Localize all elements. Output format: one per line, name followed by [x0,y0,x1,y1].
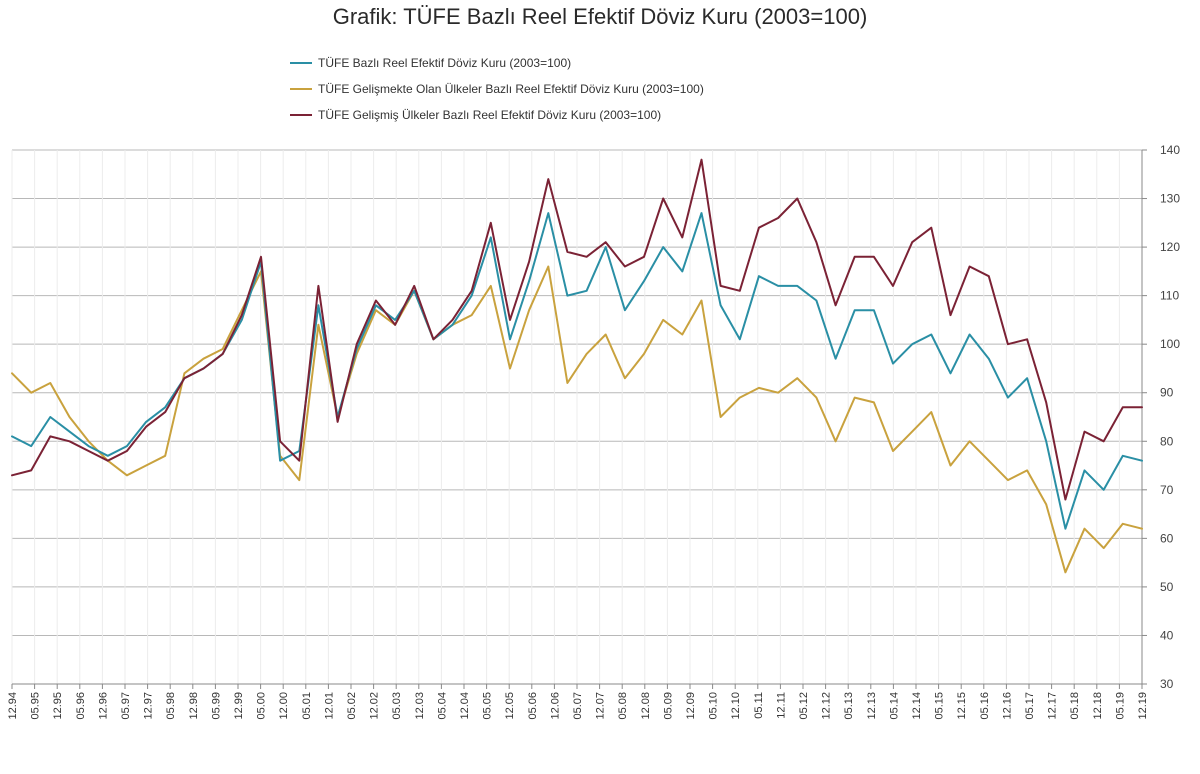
x-tick-label: 05.19 [1114,692,1126,720]
x-tick-label: 12.11 [775,692,787,719]
x-tick-label: 05.98 [165,692,177,720]
x-tick-label: 12.99 [233,692,245,720]
x-tick-label: 05.95 [30,692,42,720]
x-tick-label: 05.12 [798,692,810,720]
x-tick-label: 12.00 [278,692,290,720]
x-tick-layer: 12.94 05.95 12.95 05.96 12.96 05.97 12.97 05.98… [7,692,1149,720]
x-tick-label: 05.03 [391,692,403,720]
x-tick-label: 05.17 [1024,692,1036,720]
x-tick-label: 05.00 [256,692,268,720]
legend-label-3: TÜFE Gelişmiş Ülkeler Bazlı Reel Efektif… [318,108,662,122]
grid-layer [11,149,1143,685]
x-tick-label: 05.99 [210,692,222,720]
x-tick-label: 05.16 [979,692,991,720]
series-line-3 [11,158,1143,501]
y-tick-label: 100 [1160,337,1180,351]
y-tick-label: 110 [1160,289,1179,303]
x-tick-label: 12.96 [97,692,109,720]
x-tick-label: 05.97 [120,692,132,720]
axis-layer [11,149,1147,689]
x-tick-label: 12.13 [866,692,878,720]
y-tick-label: 140 [1160,143,1180,157]
y-tick-label: 40 [1160,628,1174,642]
x-tick-label: 12.01 [323,692,335,720]
x-tick-label: 05.08 [617,692,629,720]
x-tick-label: 05.15 [934,692,946,720]
x-tick-label: 12.17 [1047,692,1059,720]
x-tick-label: 05.06 [527,692,539,720]
y-tick-label: 60 [1160,531,1174,545]
legend-label-2: TÜFE Gelişmekte Olan Ülkeler Bazlı Reel … [318,82,704,96]
x-tick-label: 05.04 [436,692,448,720]
x-tick-label: 05.10 [708,692,720,720]
legend-swatch-3 [290,114,312,116]
y-tick-label: 130 [1160,192,1180,206]
x-tick-label: 12.15 [956,692,968,720]
x-tick-label: 05.01 [301,692,313,720]
series-line-2 [11,265,1143,574]
x-tick-label: 12.10 [730,692,742,720]
x-tick-label: 05.07 [572,692,584,720]
x-tick-label: 12.19 [1137,692,1149,720]
legend-swatch-1 [290,62,312,64]
y-tick-label: 90 [1160,386,1174,400]
x-tick-label: 05.18 [1069,692,1081,720]
y-tick-label: 30 [1160,677,1174,691]
y-tick-layer: 30 40 50 60 70 80 90 100 110 120 130 140 [1160,143,1180,691]
x-tick-label: 12.05 [504,692,516,720]
y-tick-label: 50 [1160,580,1174,594]
x-tick-label: 05.11 [753,692,765,719]
x-tick-label: 05.14 [888,692,900,720]
x-tick-label: 12.16 [1001,692,1013,720]
x-tick-label: 05.96 [75,692,87,720]
legend-item-1: TÜFE Bazlı Reel Efektif Döviz Kuru (2003… [290,50,704,76]
legend: TÜFE Bazlı Reel Efektif Döviz Kuru (2003… [290,50,704,128]
x-tick-label: 05.02 [346,692,358,720]
x-tick-label: 12.98 [188,692,200,720]
x-tick-label: 12.12 [821,692,833,720]
x-tick-label: 12.07 [595,692,607,720]
x-tick-label: 12.08 [640,692,652,720]
x-tick-label: 12.14 [911,692,923,720]
x-tick-label: 12.95 [52,692,64,720]
x-tick-label: 05.13 [843,692,855,720]
y-tick-label: 120 [1160,240,1180,254]
x-tick-label: 12.97 [143,692,155,720]
x-tick-label: 05.05 [482,692,494,720]
y-tick-label: 70 [1160,483,1174,497]
x-tick-label: 12.18 [1092,692,1104,720]
x-tick-label: 12.94 [7,692,19,720]
legend-swatch-2 [290,88,312,90]
legend-item-3: TÜFE Gelişmiş Ülkeler Bazlı Reel Efektif… [290,102,704,128]
legend-item-2: TÜFE Gelişmekte Olan Ülkeler Bazlı Reel … [290,76,704,102]
x-tick-label: 12.06 [549,692,561,720]
y-tick-label: 80 [1160,434,1174,448]
x-tick-label: 05.09 [662,692,674,720]
series-layer [11,158,1143,574]
chart-title: Grafik: TÜFE Bazlı Reel Efektif Döviz Ku… [332,4,868,29]
x-tick-label: 12.04 [459,692,471,720]
x-tick-label: 12.09 [685,692,697,720]
legend-label-1: TÜFE Bazlı Reel Efektif Döviz Kuru (2003… [318,56,572,70]
x-tick-label: 12.03 [414,692,426,720]
x-tick-label: 12.02 [369,692,381,720]
